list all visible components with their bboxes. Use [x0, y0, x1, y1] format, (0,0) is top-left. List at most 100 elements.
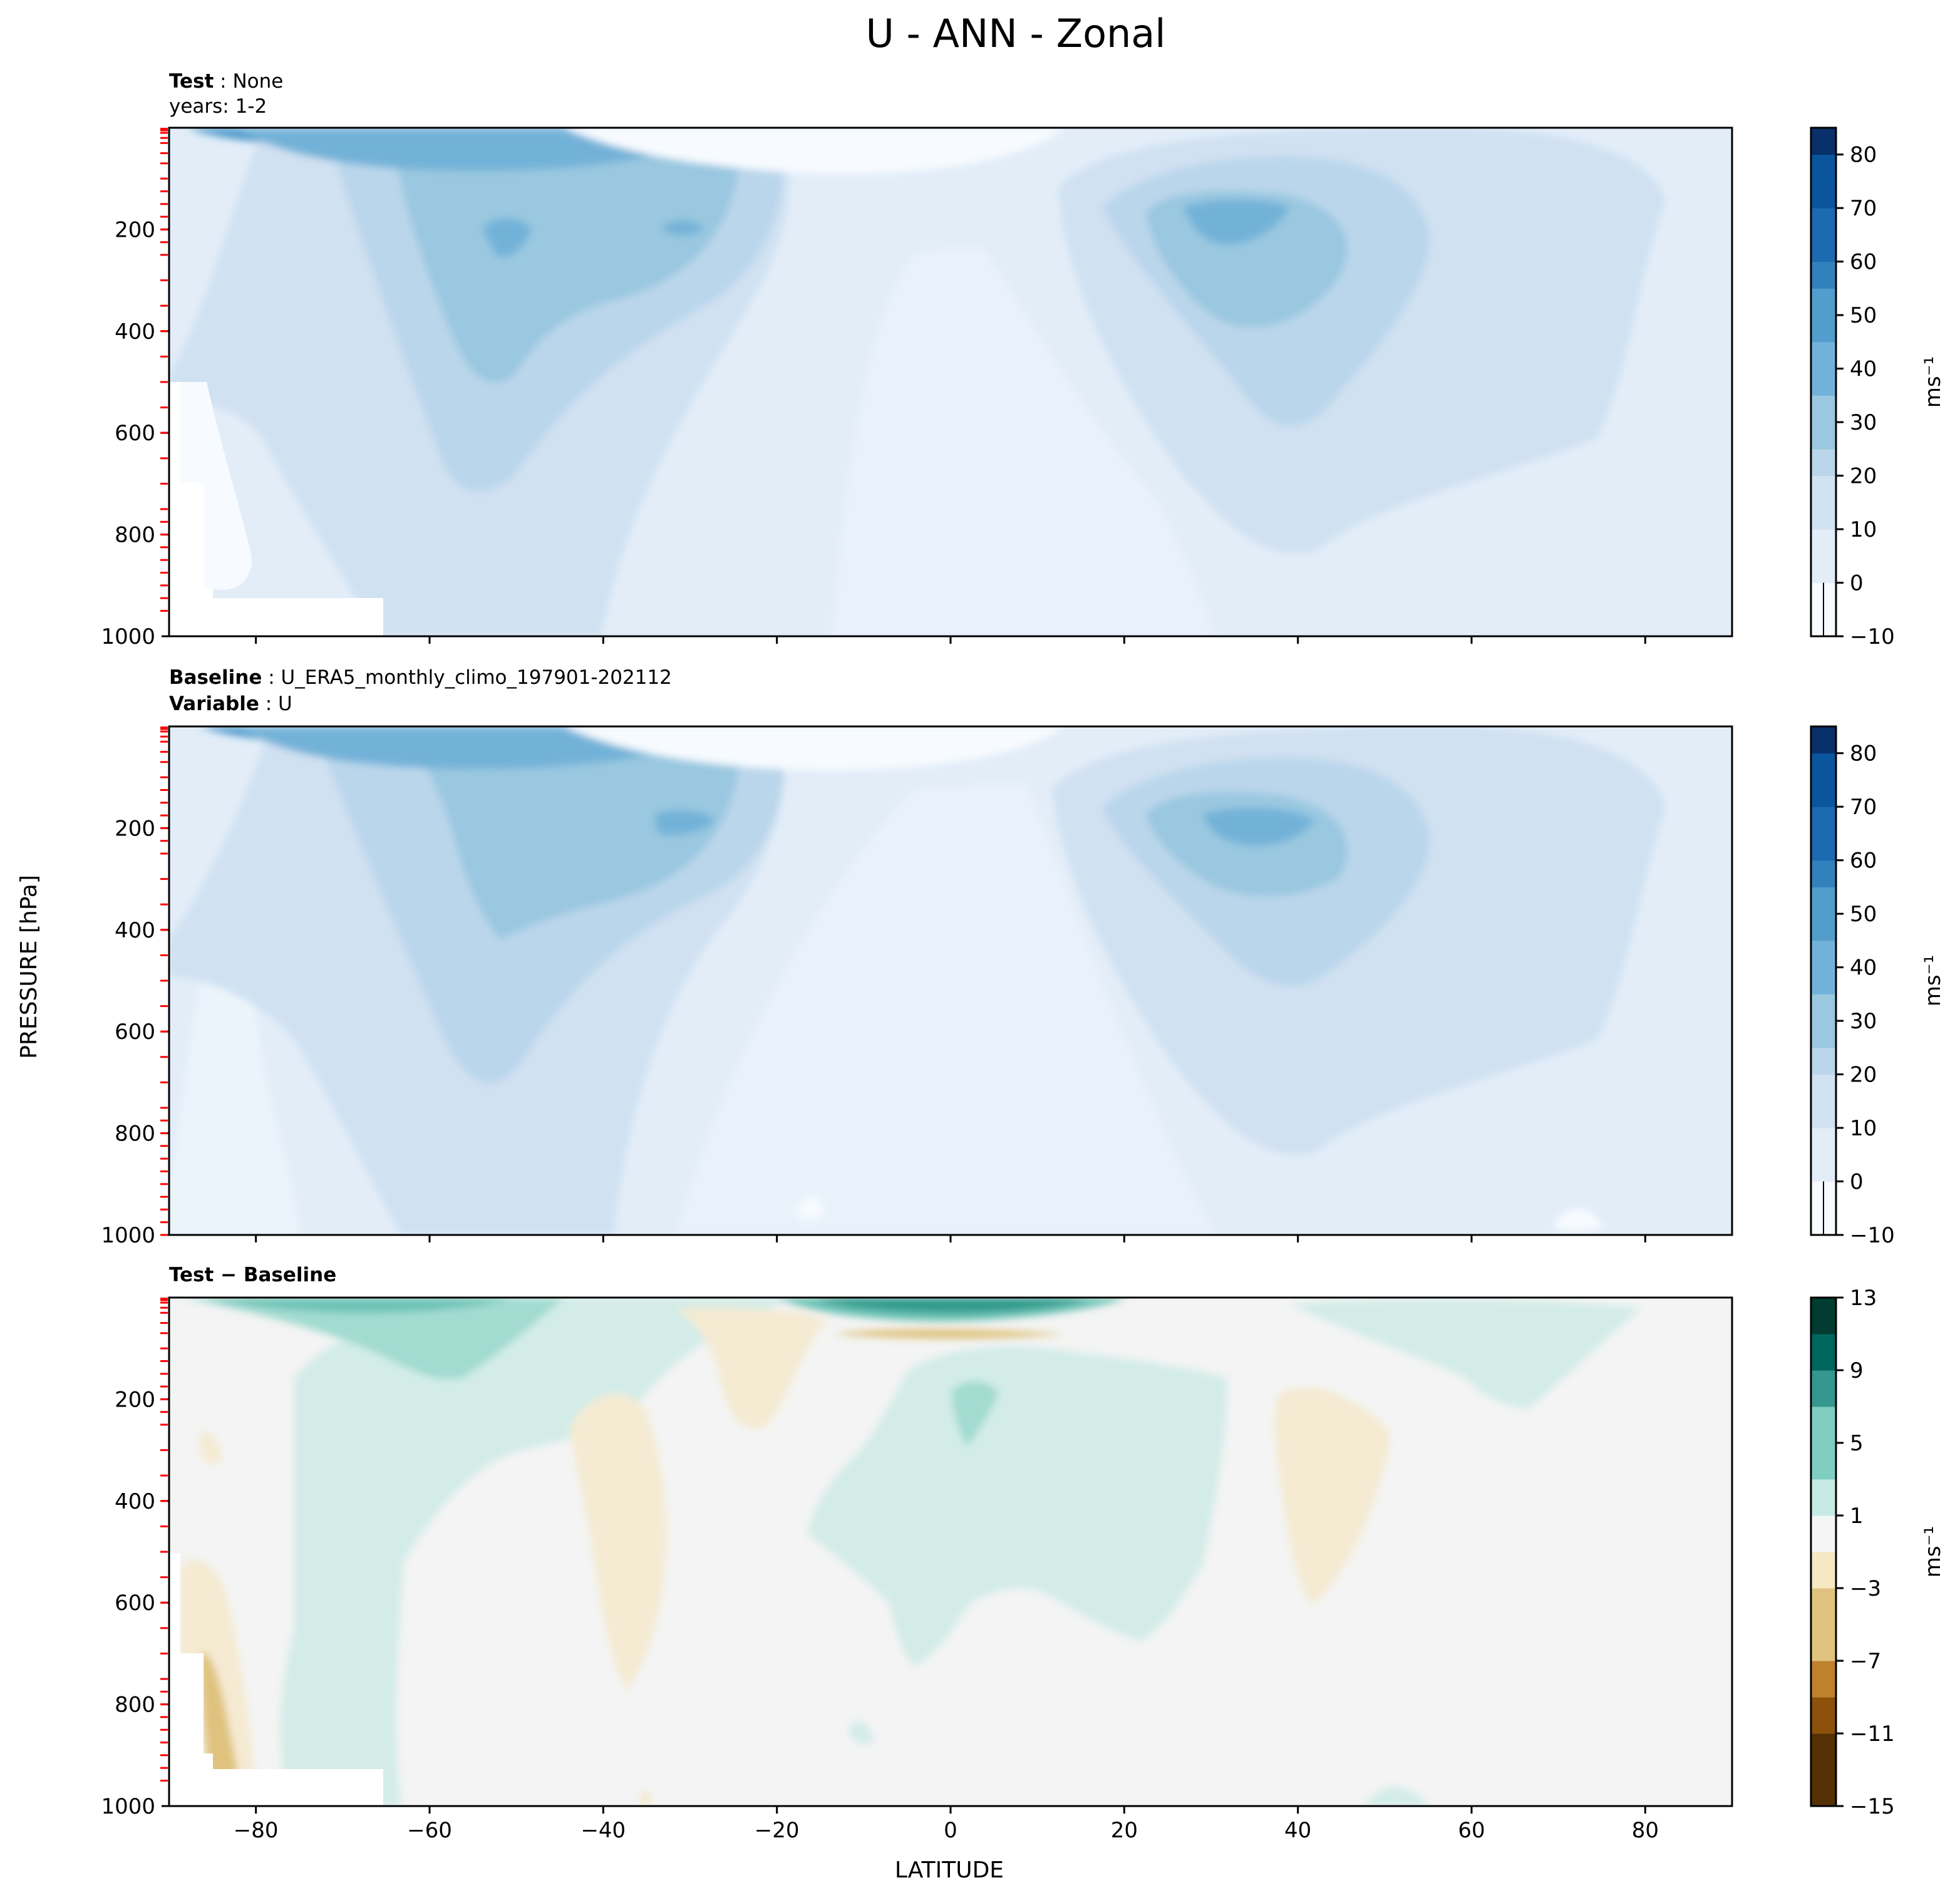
test-annotation-line1: Test : None: [169, 70, 283, 93]
test-contour-field: [169, 128, 1732, 636]
test-annotation-sep: :: [214, 70, 232, 93]
baseline-variable-value: U: [278, 693, 292, 715]
colorbar-level-swatch: [1811, 860, 1836, 887]
baseline-annotation-sep: :: [262, 666, 281, 689]
colorbar-tick-label: 40: [1850, 956, 1877, 981]
test-nh-jet-core: [1184, 199, 1290, 245]
diff-sh-subtrop-negative-b: [570, 1394, 666, 1691]
colorbar-level-swatch: [1811, 154, 1836, 182]
y-tick-label: 800: [115, 1693, 155, 1718]
x-tick-label: 60: [1458, 1818, 1485, 1843]
x-tick-label: 0: [944, 1818, 957, 1843]
diff-colorbar-label: ms⁻¹: [1921, 1526, 1946, 1577]
test-annotation-years: years: 1-2: [169, 95, 267, 118]
colorbar-tick-label: 60: [1850, 849, 1877, 874]
colorbar-level-swatch: [1811, 833, 1836, 861]
y-tick-label: 200: [115, 217, 155, 242]
colorbar-level-swatch: [1811, 1515, 1836, 1552]
colorbar-tick-label: 10: [1850, 517, 1877, 542]
diff-trop-strat-core: [814, 1298, 1090, 1313]
test-level-markers: [160, 128, 168, 612]
colorbar-tick-label: 13: [1850, 1286, 1877, 1311]
colorbar-tick-label: −11: [1850, 1722, 1895, 1747]
test-annotation-value: None: [232, 70, 283, 93]
x-tick-label: 20: [1111, 1818, 1138, 1843]
colorbar-level-swatch: [1811, 395, 1836, 423]
colorbar-level-swatch: [1811, 1101, 1836, 1128]
diff-trop-negative-band: [833, 1329, 1065, 1339]
colorbar-tick-label: 80: [1850, 143, 1877, 168]
colorbar-level-swatch: [1811, 1154, 1836, 1182]
colorbar-tick-label: 0: [1850, 571, 1864, 596]
colorbar-tick-label: −7: [1850, 1649, 1881, 1674]
baseline-sh-jet-band-30: [401, 726, 740, 939]
x-tick-label: −40: [580, 1818, 626, 1843]
colorbar-level-swatch: [1811, 1298, 1836, 1335]
suptitle: U - ANN - Zonal: [865, 11, 1165, 56]
colorbar-level-swatch: [1811, 555, 1836, 584]
diff-sh-strat-core: [207, 1298, 513, 1313]
y-tick-label: 400: [115, 1489, 155, 1514]
colorbar-level-swatch: [1811, 1128, 1836, 1155]
colorbar-level-swatch: [1811, 1552, 1836, 1589]
baseline-y-ticks: 200 400 600 800 1000: [101, 816, 169, 1248]
panel-difference: Test − Baseline: [101, 1264, 1946, 1843]
colorbar-level-swatch: [1811, 341, 1836, 369]
colorbar-level-swatch: [1811, 368, 1836, 396]
diff-colorbar: −15 −11 −7 −3 1 5 9 13: [1810, 1286, 1895, 1819]
baseline-top-weak: [564, 726, 1065, 770]
panel-test: Test : None years: 1-2 2: [101, 70, 1946, 649]
colorbar-tick-label: 5: [1850, 1431, 1864, 1456]
colorbar-level-swatch: [1811, 1047, 1836, 1075]
colorbar-tick-label: 60: [1850, 250, 1877, 275]
x-tick-label: −60: [407, 1818, 452, 1843]
colorbar-level-swatch: [1811, 726, 1836, 754]
baseline-contour-field: [169, 726, 1732, 1235]
diff-sh-small-negative: [200, 1432, 222, 1464]
colorbar-level-swatch: [1811, 1021, 1836, 1048]
colorbar-level-swatch: [1811, 1370, 1836, 1407]
colorbar-level-swatch: [1811, 288, 1836, 316]
colorbar-tick-label: 70: [1850, 795, 1877, 820]
colorbar-level-swatch: [1811, 315, 1836, 343]
colorbar-tick-label: 50: [1850, 303, 1877, 328]
diff-nh-strat-positive: [1290, 1299, 1641, 1409]
colorbar-level-swatch: [1811, 181, 1836, 209]
baseline-colorbar-label: ms⁻¹: [1921, 955, 1946, 1006]
colorbar-level-swatch: [1811, 448, 1836, 477]
baseline-level-markers: [160, 726, 168, 1236]
colorbar-level-swatch: [1811, 914, 1836, 941]
colorbar-level-swatch: [1811, 780, 1836, 807]
baseline-annotation-line1: Baseline : U_ERA5_monthly_climo_197901-2…: [169, 666, 672, 689]
y-tick-label: 200: [115, 1387, 155, 1412]
diff-surface-negative-a: [639, 1789, 651, 1806]
diff-sh-strat-positive: [182, 1298, 564, 1380]
baseline-variable-sep: :: [259, 693, 278, 715]
colorbar-level-swatch: [1811, 1733, 1836, 1770]
baseline-annotation-key: Baseline: [169, 666, 262, 689]
colorbar-tick-label: 9: [1850, 1358, 1864, 1383]
diff-tropical-positive-core: [952, 1381, 999, 1447]
diff-nh-negative: [1274, 1388, 1390, 1603]
test-polar-light-region: [180, 382, 252, 590]
colorbar-tick-label: 1: [1850, 1504, 1864, 1529]
baseline-surface-island-b: [1553, 1209, 1603, 1231]
colorbar-tick-label: 50: [1850, 902, 1877, 927]
colorbar-level-swatch: [1811, 1443, 1836, 1480]
test-top-weak: [564, 128, 1065, 174]
y-tick-label: 600: [115, 1591, 155, 1616]
colorbar-level-swatch: [1811, 261, 1836, 289]
colorbar-tick-label: −3: [1850, 1576, 1881, 1601]
diff-surface-positive-b: [1365, 1787, 1428, 1806]
colorbar-level-swatch: [1811, 208, 1836, 235]
diff-level-markers: [160, 1298, 168, 1782]
baseline-annotation-line2: Variable : U: [169, 693, 292, 715]
colorbar-level-swatch: [1811, 967, 1836, 994]
colorbar-level-swatch: [1811, 502, 1836, 530]
test-annotation-key: Test: [169, 70, 214, 93]
colorbar-tick-label: 30: [1850, 410, 1877, 435]
y-tick-label: 1000: [101, 1794, 155, 1819]
y-tick-label: 400: [115, 918, 155, 943]
baseline-tropical-easterly-region: [676, 783, 1215, 1235]
